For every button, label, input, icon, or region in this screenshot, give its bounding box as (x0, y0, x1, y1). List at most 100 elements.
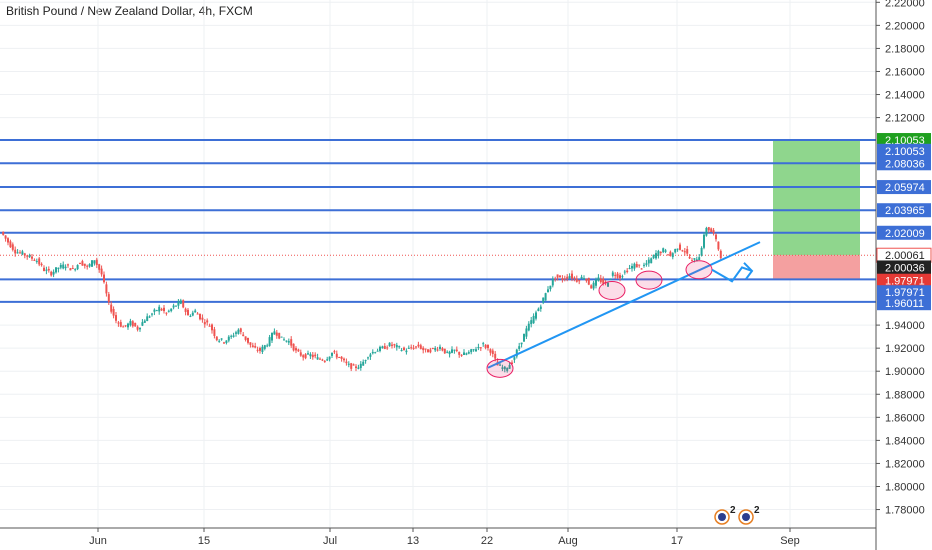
candle-body (640, 268, 643, 270)
candle-body (436, 349, 439, 351)
candle-body (249, 342, 252, 345)
candle-body (33, 259, 36, 261)
candle-body (2, 231, 5, 235)
candle-body (659, 252, 662, 254)
candle-body (530, 320, 533, 325)
candle-body (415, 346, 417, 348)
candle-body (501, 367, 504, 369)
candle-body (631, 266, 633, 269)
candle-body (683, 251, 686, 253)
candle-body (551, 279, 554, 286)
touch-ellipse (486, 358, 514, 378)
time-axis: Jun 15 Jul 13 22 Aug 17 Sep (0, 527, 876, 547)
profit-zone (773, 140, 860, 256)
candle-body (242, 334, 245, 337)
candle-body (62, 264, 65, 269)
candle-body (93, 260, 96, 264)
candle-body (175, 305, 177, 307)
candle-body (592, 282, 595, 289)
price-tick-label: 1.92000 (885, 343, 925, 355)
candle-body (585, 278, 588, 281)
candle-body (712, 230, 715, 234)
candle-body (268, 337, 271, 346)
projection-arrow (711, 266, 753, 283)
candle-body (518, 346, 521, 349)
price-tick-label: 1.80000 (885, 481, 925, 493)
candle-body (83, 263, 86, 266)
candle-body (479, 347, 482, 349)
candle-body (427, 349, 429, 353)
candle-body (484, 344, 487, 348)
grid (0, 0, 876, 528)
candle-body (715, 234, 717, 240)
candle-body (160, 308, 163, 311)
candle-body (681, 250, 684, 252)
candle-body (491, 350, 494, 354)
candle-body (331, 352, 333, 356)
candle-body (657, 250, 660, 256)
candle-body (179, 300, 182, 304)
price-tag-label: 2.08036 (885, 158, 925, 170)
candle-body (419, 345, 422, 349)
candle-body (261, 346, 264, 352)
candle-body (417, 344, 420, 347)
candle-body (167, 310, 170, 312)
candle-body (43, 267, 45, 271)
candle-body (525, 328, 528, 337)
price-tag-level: 2.08036 (877, 156, 931, 171)
candle-body (513, 357, 516, 360)
candle-body (472, 349, 475, 351)
price-tag-label: 2.05974 (885, 182, 925, 194)
candle-body (218, 340, 221, 342)
candle-body (14, 249, 17, 254)
candle-body (482, 343, 485, 345)
time-tick-label: Jun (89, 535, 107, 547)
candle-body (652, 254, 655, 259)
candle-body (319, 358, 321, 360)
candle-body (292, 343, 295, 351)
candle-body (64, 266, 67, 269)
candle-body (9, 241, 12, 248)
candle-body (307, 353, 309, 355)
price-tag-level: 1.96011 (877, 296, 931, 311)
price-tags: 2.100532.100532.080362.059742.039652.020… (876, 133, 932, 311)
candle-body (143, 320, 146, 323)
candle-body (386, 347, 389, 349)
candle-body (122, 326, 125, 328)
time-tick-label: 17 (671, 535, 683, 547)
candle-body (271, 333, 273, 341)
event-marker-count: 2 (754, 505, 760, 516)
candle-body (295, 348, 297, 351)
candle-body (561, 278, 564, 281)
candle-body (717, 241, 720, 250)
candle-body (225, 340, 228, 344)
candle-body (196, 313, 199, 315)
candle-body (187, 309, 189, 316)
price-tag-label: 2.03965 (885, 205, 925, 217)
candle-body (559, 275, 561, 278)
price-tag-box (877, 225, 931, 240)
time-tick-label: Jul (323, 535, 337, 547)
candle-body (283, 339, 285, 341)
candle-body (88, 264, 91, 267)
candle-body (446, 351, 449, 353)
price-axis: 2.22000 2.20000 2.18000 2.16000 2.14000 2.120… (875, 0, 925, 550)
candle-body (302, 355, 305, 358)
candle-body (323, 360, 326, 362)
candle-body (475, 349, 477, 352)
price-tag-label: 2.00036 (885, 262, 925, 274)
candle-body (705, 227, 708, 236)
candle-body (439, 346, 441, 349)
candle-body (619, 275, 621, 279)
candle-body (422, 347, 425, 351)
candle-body (141, 322, 144, 326)
candle-body (206, 320, 209, 323)
candle-body (191, 312, 194, 316)
candle-body (275, 332, 278, 336)
candle-body (244, 336, 247, 340)
flag-icon-fill (718, 513, 726, 521)
candle-body (91, 260, 93, 267)
candle-body (194, 310, 197, 313)
candle-body (86, 265, 89, 267)
